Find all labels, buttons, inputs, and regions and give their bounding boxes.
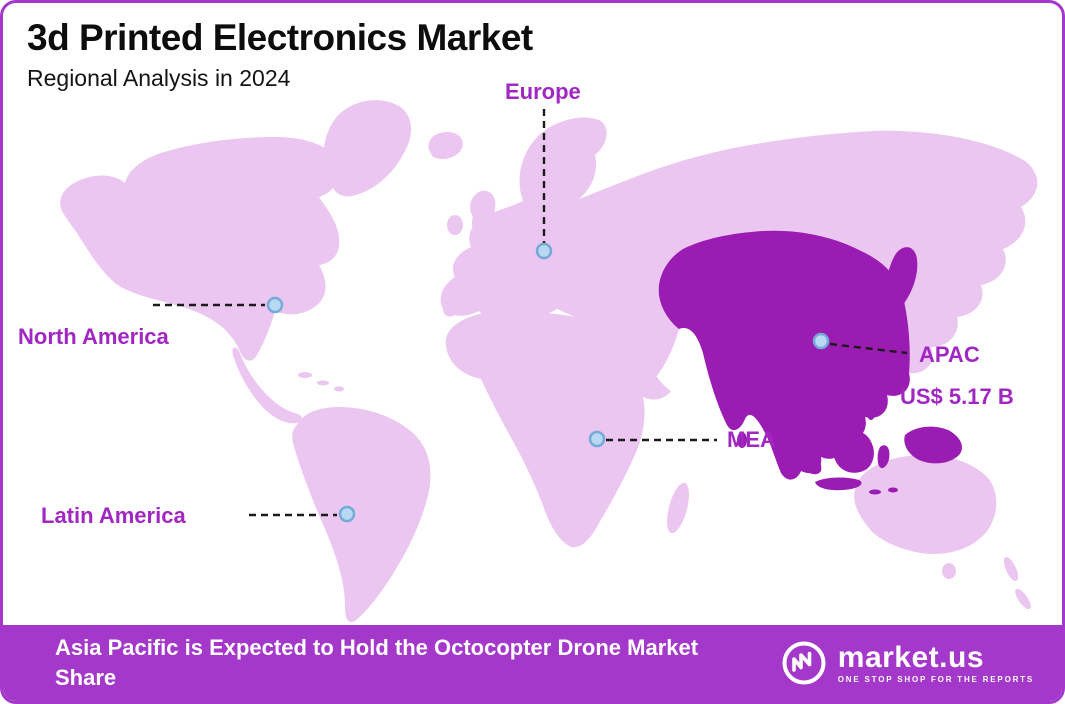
region-philippines-south — [867, 406, 875, 420]
brand-tagline: ONE STOP SHOP FOR THE REPORTS — [837, 675, 1034, 685]
header: 3d Printed Electronics Market Regional A… — [27, 17, 533, 92]
apac-value-label: US$ 5.17 B — [900, 384, 1014, 409]
island-caribbean-3 — [334, 386, 344, 392]
region-borneo — [833, 430, 874, 473]
continent-africa — [445, 310, 671, 548]
page-title: 3d Printed Electronics Market — [27, 17, 533, 58]
continent-south-america — [292, 407, 431, 623]
region-sumatra — [776, 427, 822, 475]
latin-america-marker-dot — [338, 505, 356, 523]
region-sulawesi — [877, 445, 890, 469]
footer-caption: Asia Pacific is Expected to Hold the Oct… — [55, 635, 699, 690]
island-ireland — [447, 215, 463, 235]
apac-highlight — [658, 230, 962, 495]
europe-marker-dot — [535, 242, 553, 260]
apac-marker-dot — [812, 332, 830, 350]
mea-marker-dot — [588, 430, 606, 448]
north-america-marker-dot — [266, 296, 284, 314]
continent-australia — [854, 454, 997, 555]
apac-label: APAC — [919, 342, 980, 367]
region-philippines — [855, 358, 873, 403]
world-map — [60, 100, 1038, 623]
latin-america-label: Latin America — [41, 503, 186, 528]
north-america-label: North America — [18, 324, 169, 349]
region-lesser-sunda-2 — [888, 487, 898, 493]
market-us-logo-icon — [782, 641, 826, 685]
apac-connector-line — [829, 342, 908, 355]
region-java — [815, 477, 862, 491]
region-lesser-sunda-1 — [869, 489, 881, 495]
market-us-logo: market.us ONE STOP SHOP FOR THE REPORTS — [780, 639, 1034, 687]
page-subtitle: Regional Analysis in 2024 — [27, 65, 291, 91]
island-tasmania — [942, 563, 956, 579]
island-new-zealand-south — [1015, 588, 1031, 610]
region-japan — [884, 247, 918, 317]
island-madagascar — [667, 482, 689, 534]
mea-label: MEA — [727, 427, 776, 452]
region-new-guinea — [904, 426, 962, 464]
region-sri-lanka — [737, 432, 747, 448]
brand-name: market.us — [837, 640, 985, 674]
europe-label: Europe — [505, 79, 581, 104]
region-central-america — [232, 347, 303, 424]
brand-text-block: market.us ONE STOP SHOP FOR THE REPORTS — [838, 642, 1034, 685]
region-apac-mainland — [658, 230, 910, 480]
continent-greenland — [323, 100, 412, 197]
connector-lines — [153, 109, 908, 517]
island-caribbean-2 — [317, 380, 329, 386]
map-markers — [266, 242, 830, 523]
island-new-zealand-north — [1003, 557, 1019, 581]
island-iceland — [428, 132, 463, 159]
island-caribbean-1 — [298, 372, 312, 378]
footer-bar: Asia Pacific is Expected to Hold the Oct… — [3, 625, 1062, 701]
